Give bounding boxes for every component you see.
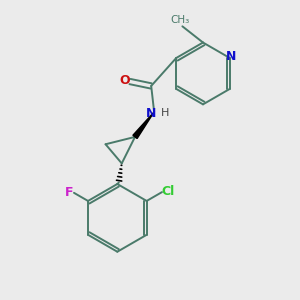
Text: N: N bbox=[226, 50, 236, 63]
Text: O: O bbox=[119, 74, 130, 88]
Polygon shape bbox=[133, 112, 154, 139]
Text: H: H bbox=[161, 108, 170, 118]
Text: N: N bbox=[146, 107, 156, 120]
Text: CH₃: CH₃ bbox=[170, 15, 190, 25]
Text: F: F bbox=[64, 186, 73, 199]
Text: Cl: Cl bbox=[162, 185, 175, 198]
